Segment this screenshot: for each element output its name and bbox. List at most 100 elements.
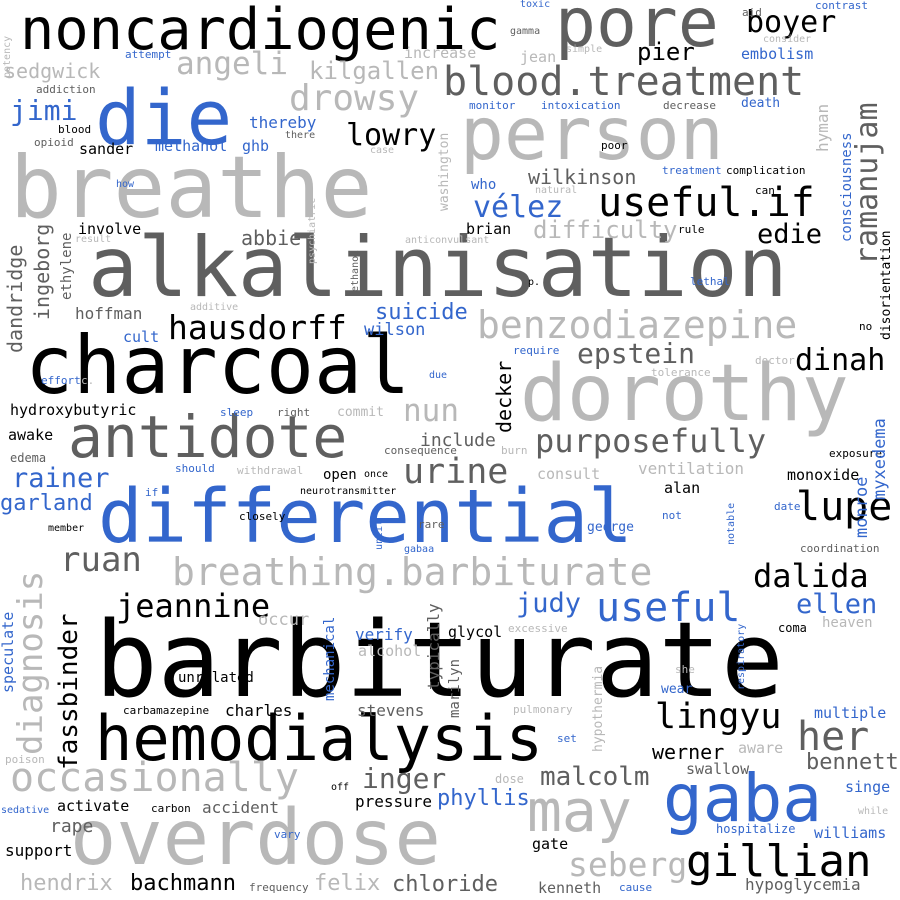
word-fassbinder: fassbinder (54, 613, 84, 770)
word-differential: differential (98, 474, 633, 560)
word-hospitalize: hospitalize (716, 822, 796, 836)
word-aid: aid (742, 6, 762, 19)
word-pulmonary: pulmonary (513, 703, 573, 716)
word-angeli: angeli (176, 46, 288, 82)
word-consciousness: consciousness (839, 132, 855, 242)
word-purposefully: purposefully (535, 422, 767, 460)
word-set: set (557, 732, 577, 745)
word-boyer: boyer (746, 5, 837, 40)
word-breathing-barbiturate: breathing.barbiturate (172, 550, 653, 594)
word-williams: williams (814, 824, 887, 842)
word-phyllis: phyllis (437, 786, 530, 811)
word-unrelated: unrelated (178, 670, 254, 686)
word-carbamazepine: carbamazepine (123, 704, 210, 717)
word-withdrawal: withdrawal (237, 464, 304, 477)
word-p: p. (528, 277, 541, 288)
word-ethanol: ethanol (350, 249, 361, 292)
word-lingyu: lingyu (655, 697, 782, 737)
word-right: right (277, 406, 311, 419)
word-ingeborg: ingeborg (30, 223, 54, 320)
word-may: may (527, 777, 632, 845)
word-antidote: antidote (68, 403, 348, 471)
word-ruan: ruan (60, 540, 142, 580)
word-treatment: treatment (662, 164, 722, 177)
word-mechanical: mechanical (322, 616, 338, 701)
word-velez: vélez (473, 190, 564, 225)
word-alcohol: alcohol (358, 642, 422, 660)
word-no: no (859, 320, 873, 333)
word-anticonvulsant: anticonvulsant (405, 235, 490, 246)
word-brian: brian (466, 220, 512, 238)
word-gaba: gaba (663, 760, 822, 837)
word-charcoal: charcoal (25, 319, 411, 412)
word-accident: accident (202, 798, 280, 817)
word-decrease: decrease (663, 99, 716, 112)
word-sander: sander (79, 140, 134, 158)
word-alan: alan (664, 479, 701, 497)
word-hypoglycemia: hypoglycemia (745, 875, 861, 894)
word-monitor: monitor (469, 99, 516, 112)
word-carbon: carbon (151, 802, 191, 815)
word-potency: potency (2, 35, 13, 78)
word-gamma: gamma (510, 26, 541, 37)
word-while: while (858, 806, 889, 817)
word-coordination: coordination (800, 542, 880, 555)
word-pressure: pressure (355, 792, 433, 811)
word-due: due (429, 370, 448, 381)
word-werner: werner (652, 740, 725, 764)
word-consider: consider (763, 34, 812, 45)
word-wilson: wilson (364, 320, 426, 340)
word-marilyn: marilyn (447, 658, 463, 718)
word-lowry: lowry (346, 118, 437, 153)
word-ellen: ellen (796, 589, 878, 620)
word-monoxide: monoxide (787, 466, 860, 484)
word-lethal: lethal (690, 275, 730, 288)
word-edie: edie (757, 219, 823, 250)
word-psychiatric: psychiatric (307, 197, 318, 264)
word-typically: typically (424, 603, 443, 690)
word-jimi: jimi (10, 94, 78, 127)
word-chloride: chloride (392, 872, 498, 897)
word-dalida: dalida (753, 557, 869, 595)
word-monroe: monroe (852, 476, 872, 538)
word-urine: urine (403, 452, 509, 492)
word-dose: dose (495, 772, 524, 786)
word-cause: cause (619, 881, 653, 894)
word-ethylene: ethylene (59, 232, 75, 300)
word-hemodialysis: hemodialysis (95, 702, 543, 775)
word-involve-h: involve (78, 220, 142, 238)
word-hoffman: hoffman (75, 304, 143, 323)
word-breathe: breathe (10, 138, 373, 238)
word-until: until (374, 519, 385, 550)
word-occur: occur (258, 610, 310, 630)
word-hypothermia: hypothermia (591, 665, 606, 752)
word-poor: poor (601, 139, 628, 152)
word-die: die (95, 73, 233, 162)
word-myxedema: myxedema (870, 418, 890, 500)
word-simple: simple (566, 44, 603, 55)
word-consult: consult (537, 465, 601, 483)
word-dorothy: dorothy (520, 349, 849, 439)
word-barbiturate: barbiturate (95, 599, 784, 721)
word-rape: rape (50, 816, 94, 837)
word-lupe: lupe (796, 484, 893, 530)
word-contrast: contrast (815, 0, 868, 12)
word-not: not (662, 509, 682, 522)
word-c: c. (81, 374, 95, 387)
word-blood-treatment: blood.treatment (443, 59, 805, 105)
word-decker: decker (492, 360, 516, 433)
word-stevens: stevens (357, 701, 425, 720)
word-closely: closely (239, 510, 286, 523)
word-she: she (675, 663, 695, 676)
word-embolism: embolism (741, 45, 814, 63)
word-addiction: addiction (36, 83, 96, 96)
word-heaven: heaven (822, 615, 873, 631)
word-date: date (774, 500, 801, 513)
word-sleep: sleep (220, 406, 254, 419)
word-burn: burn (501, 444, 528, 457)
word-kilgallen: kilgallen (309, 57, 440, 85)
word-suicide: suicide (375, 300, 468, 325)
word-pier: pier (637, 38, 695, 66)
word-coma: coma (778, 621, 807, 635)
